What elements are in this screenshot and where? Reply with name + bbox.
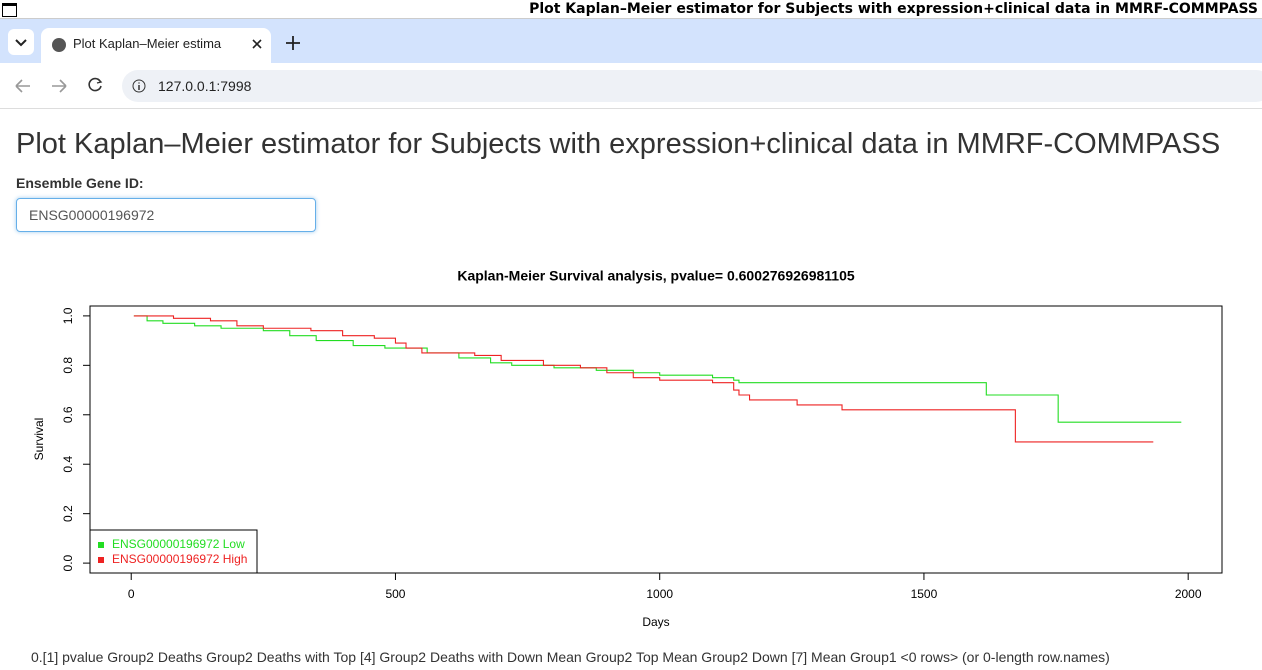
window-icon xyxy=(2,3,17,17)
y-tick-label: 0.6 xyxy=(61,406,75,423)
tab-close[interactable] xyxy=(250,37,264,51)
x-tick-label: 1000 xyxy=(646,587,673,601)
gene-input[interactable]: ENSG00000196972 xyxy=(16,198,316,232)
input-value: ENSG00000196972 xyxy=(29,207,155,223)
result-text: 0.[1] pvalue Group2 Deaths Group2 Deaths… xyxy=(31,649,1110,665)
y-tick-label: 0.2 xyxy=(61,505,75,522)
plot-frame xyxy=(89,305,1223,574)
window-title: Plot Kaplan–Meier estimator for Subjects… xyxy=(529,1,1258,17)
legend-box xyxy=(89,529,258,574)
legend-swatch xyxy=(98,557,104,563)
site-info-icon[interactable] xyxy=(132,79,146,93)
legend-label: ENSG00000196972 High xyxy=(112,552,247,566)
tab[interactable]: Plot Kaplan–Meier estima xyxy=(41,28,271,63)
address-bar[interactable]: 127.0.0.1:7998 xyxy=(122,70,1262,102)
chart-title: Kaplan-Meier Survival analysis, pvalue= … xyxy=(457,268,855,284)
x-tick-label: 2000 xyxy=(1175,587,1202,601)
y-axis-label: Survival xyxy=(32,418,46,461)
y-tick-label: 0.0 xyxy=(61,554,75,571)
input-label: Ensemble Gene ID: xyxy=(16,175,144,191)
tab-list-button[interactable] xyxy=(8,29,34,55)
survival-curve xyxy=(133,315,1182,423)
y-tick-label: 0.8 xyxy=(61,357,75,374)
x-tick-label: 0 xyxy=(128,587,135,601)
x-tick-label: 500 xyxy=(385,587,405,601)
chart: Kaplan-Meier Survival analysis, pvalue= … xyxy=(32,268,1223,629)
new-tab-button[interactable] xyxy=(284,34,302,52)
nav-buttons[interactable] xyxy=(14,77,114,95)
y-tick-label: 0.4 xyxy=(61,456,75,473)
legend-label: ENSG00000196972 Low xyxy=(112,537,245,551)
url: 127.0.0.1:7998 xyxy=(158,78,252,94)
legend-swatch xyxy=(98,542,104,548)
tab-favicon xyxy=(52,38,66,52)
survival-curve xyxy=(133,315,1154,443)
page-heading: Plot Kaplan–Meier estimator for Subjects… xyxy=(16,128,1221,160)
y-tick-label: 1.0 xyxy=(61,307,75,324)
tab-title: Plot Kaplan–Meier estima xyxy=(73,36,222,51)
window-titlebar: Plot Kaplan–Meier estimator for Subjects… xyxy=(0,0,1262,19)
x-axis-label: Days xyxy=(642,615,669,629)
x-tick-label: 1500 xyxy=(911,587,938,601)
